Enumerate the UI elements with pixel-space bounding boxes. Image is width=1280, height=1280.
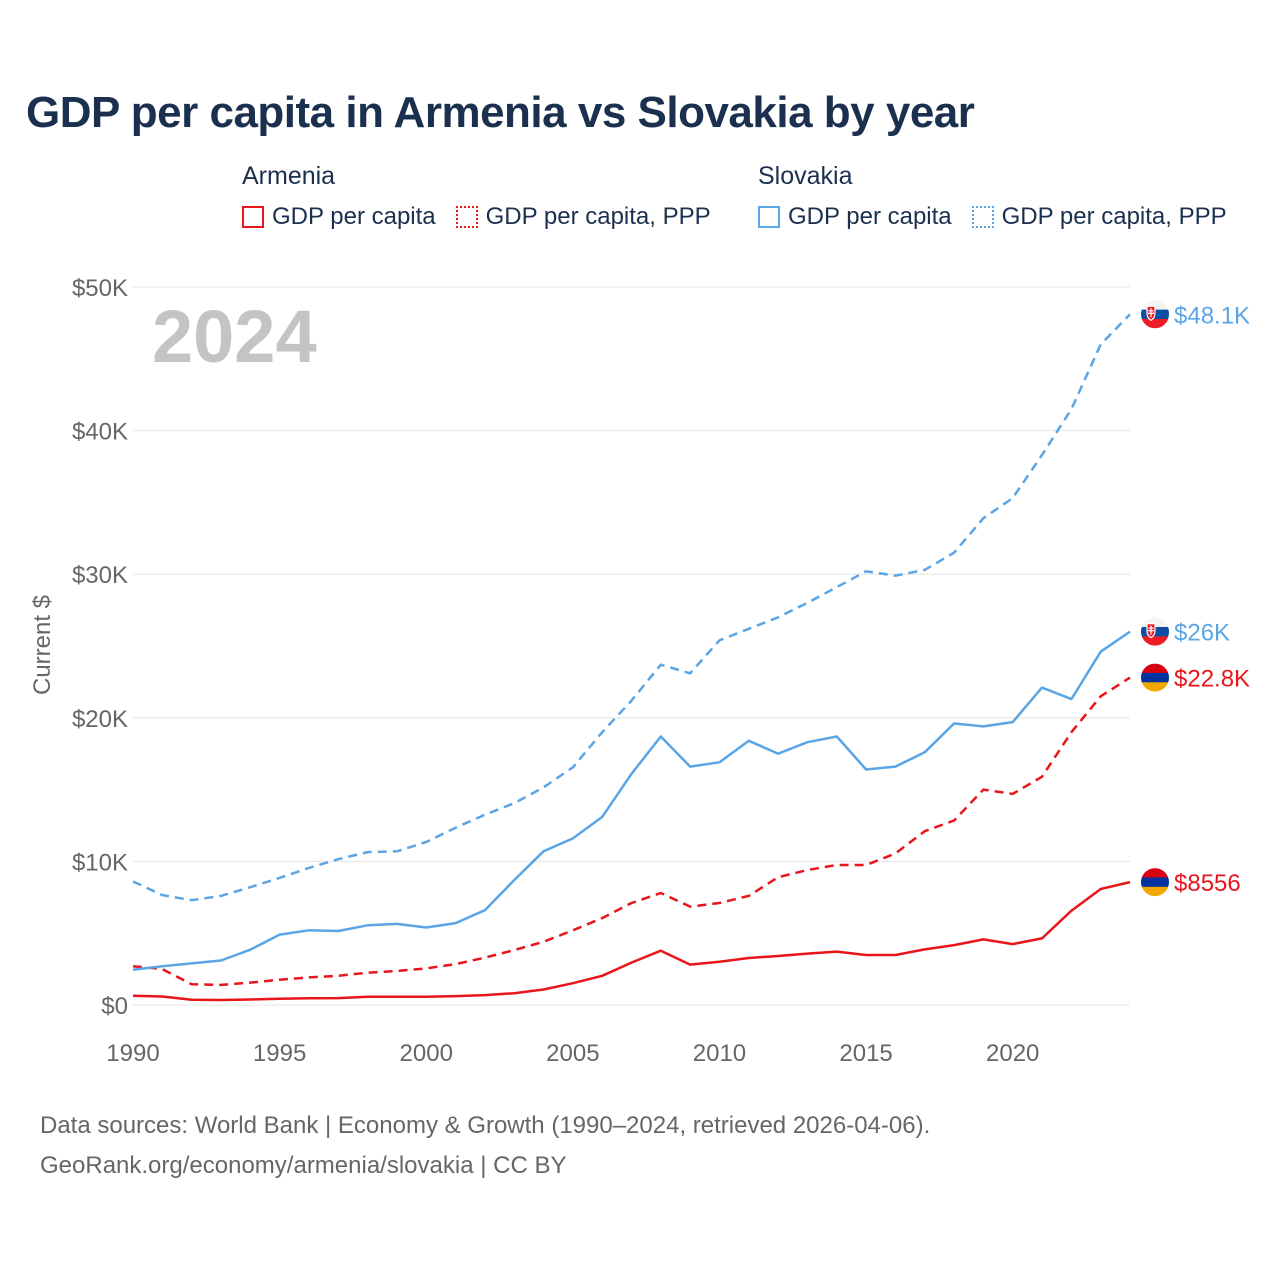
legend-swatch-solid: [758, 206, 780, 228]
slovakia-flag-icon: [1141, 617, 1169, 646]
year-watermark: 2024: [152, 295, 317, 378]
y-tick-label: $40K: [72, 419, 128, 446]
source-line-1: Data sources: World Bank | Economy & Gro…: [40, 1112, 931, 1139]
series-line-2[interactable]: [132, 630, 1131, 972]
legend-item-slovakia-gdp-ppp[interactable]: GDP per capita, PPP: [971, 203, 1227, 231]
legend-item-slovakia-gdp[interactable]: GDP per capita: [758, 203, 952, 231]
chart-title: GDP per capita in Armenia vs Slovakia by…: [26, 88, 975, 137]
armenia-flag-icon: [1141, 868, 1169, 897]
x-axis: 1990 1995 2000 2005 2010 2015 2020: [106, 1040, 1039, 1067]
legend-country-slovakia: Slovakia: [758, 162, 853, 190]
gridlines: [133, 286, 1130, 1006]
x-tick-label: 2010: [693, 1040, 746, 1067]
y-tick-label: $10K: [72, 849, 128, 876]
x-tick-label: 2005: [546, 1040, 599, 1067]
y-tick-label: $30K: [72, 562, 128, 589]
armenia-flag-icon: [1141, 663, 1169, 692]
legend-group-armenia: Armenia GDP per capita GDP per capita, P…: [242, 162, 731, 231]
legend-item-armenia-gdp-ppp[interactable]: GDP per capita, PPP: [455, 203, 711, 231]
legend-swatch-dotted: [971, 206, 994, 228]
series-group: [132, 313, 1131, 1002]
x-tick-label: 2020: [986, 1040, 1039, 1067]
y-axis-label: Current $: [29, 595, 56, 695]
legend-group-slovakia: Slovakia GDP per capita GDP per capita, …: [758, 162, 1227, 231]
end-value-label: $48.1K: [1174, 302, 1250, 329]
x-tick-label: 1995: [253, 1040, 306, 1067]
legend-label: GDP per capita, PPP: [1001, 203, 1227, 230]
legend-label: GDP per capita: [788, 203, 952, 230]
legend-item-armenia-gdp[interactable]: GDP per capita: [242, 203, 436, 231]
legend-country-armenia: Armenia: [242, 162, 336, 190]
series-line-0[interactable]: [132, 880, 1131, 1002]
series-line-1[interactable]: [132, 676, 1131, 987]
legend-label: GDP per capita, PPP: [485, 203, 711, 230]
legend-swatch-solid: [242, 206, 264, 228]
legend-swatch-dotted: [455, 206, 478, 228]
y-tick-label: $50K: [72, 275, 128, 302]
x-tick-label: 2015: [839, 1040, 892, 1067]
y-tick-label: $20K: [72, 706, 128, 733]
source-line-2[interactable]: GeoRank.org/economy/armenia/slovakia | C…: [40, 1152, 567, 1179]
end-value-label: $8556: [1174, 870, 1241, 897]
y-tick-label: $0: [101, 993, 128, 1020]
x-tick-label: 1990: [106, 1040, 159, 1067]
source-note: Data sources: World Bank | Economy & Gro…: [40, 1106, 930, 1186]
y-axis: $0 $10K $20K $30K $40K $50K: [72, 275, 128, 1020]
end-value-label: $22.8K: [1174, 666, 1250, 693]
legend-label: GDP per capita: [272, 203, 436, 230]
x-tick-label: 2000: [400, 1040, 453, 1067]
series-line-3[interactable]: [132, 313, 1131, 902]
slovakia-flag-icon: [1141, 300, 1169, 329]
end-value-label: $26K: [1174, 620, 1230, 647]
end-labels: $8556 $22.8K $26K $48.1K: [1141, 300, 1250, 897]
